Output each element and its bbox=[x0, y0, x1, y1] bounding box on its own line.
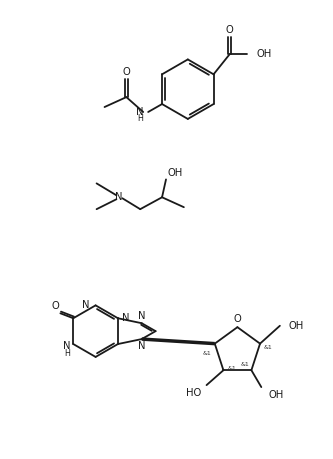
Text: N: N bbox=[115, 192, 122, 202]
Text: N: N bbox=[138, 311, 146, 321]
Text: H: H bbox=[64, 349, 70, 358]
Text: OH: OH bbox=[256, 50, 271, 60]
Text: N: N bbox=[122, 313, 130, 323]
Text: N: N bbox=[136, 107, 143, 117]
Text: O: O bbox=[225, 25, 233, 35]
Text: O: O bbox=[233, 314, 241, 324]
Text: &1: &1 bbox=[227, 366, 236, 371]
Text: N: N bbox=[82, 300, 90, 310]
Text: H: H bbox=[137, 114, 143, 123]
Text: O: O bbox=[123, 67, 130, 77]
Text: &1: &1 bbox=[264, 345, 273, 350]
Text: OH: OH bbox=[168, 168, 183, 179]
Text: &1: &1 bbox=[241, 362, 249, 367]
Text: N: N bbox=[138, 341, 146, 351]
Text: N: N bbox=[63, 341, 70, 351]
Text: HO: HO bbox=[186, 388, 201, 398]
Text: &1: &1 bbox=[203, 351, 212, 356]
Text: OH: OH bbox=[289, 321, 304, 331]
Text: OH: OH bbox=[268, 390, 283, 400]
Text: O: O bbox=[52, 302, 59, 311]
